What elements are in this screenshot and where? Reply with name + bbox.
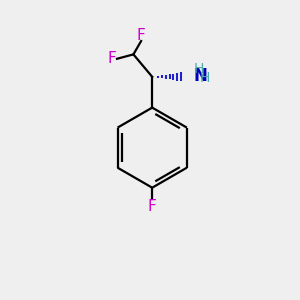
Text: H: H (194, 62, 204, 76)
Text: F: F (107, 51, 116, 66)
Text: H: H (200, 70, 210, 85)
Text: N: N (193, 67, 207, 85)
Text: F: F (137, 28, 146, 43)
Text: F: F (148, 199, 157, 214)
